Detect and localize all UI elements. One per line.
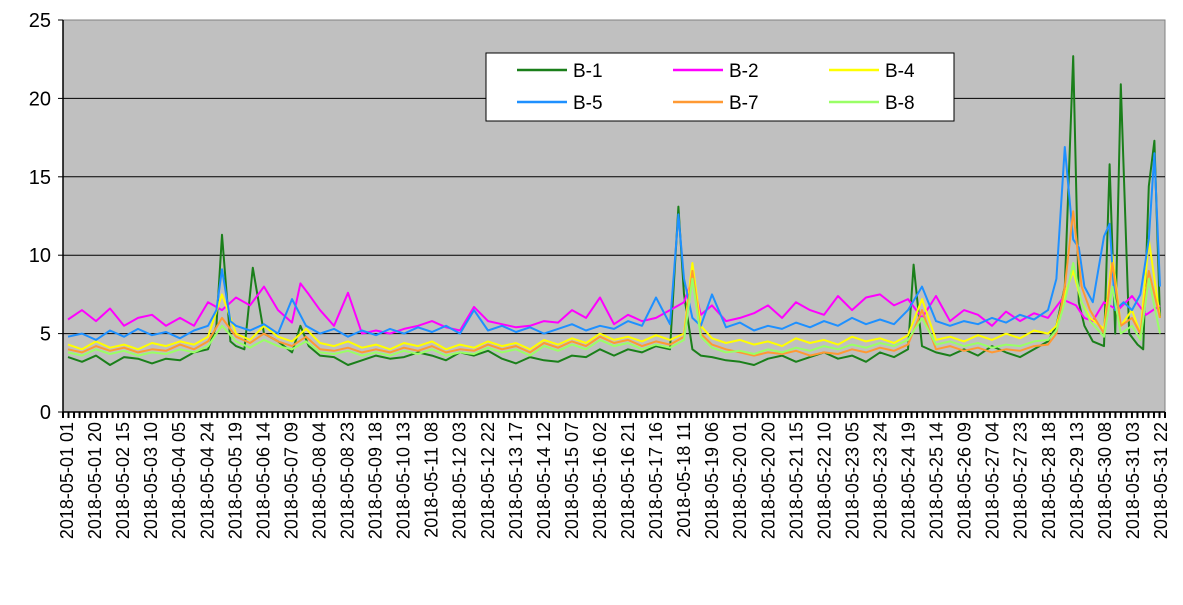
x-tick-label: 2018-05-26 09 [955, 422, 975, 539]
y-tick-label: 20 [29, 88, 51, 110]
legend-label-B-2: B-2 [729, 61, 759, 82]
x-tick-label: 2018-05-12 22 [478, 422, 498, 539]
x-tick-label: 2018-05-04 05 [169, 422, 189, 539]
x-tick-label: 2018-05-24 19 [899, 422, 919, 539]
y-tick-labels: 0 5 10 15 20 25 [29, 10, 51, 424]
x-tick-label: 2018-05-23 05 [842, 422, 862, 539]
x-tick-label: 2018-05-19 06 [702, 422, 722, 539]
series-line-B-1 [67, 55, 1161, 366]
x-tick-label: 2018-05-07 09 [281, 422, 301, 539]
y-tick-label: 0 [40, 402, 51, 424]
x-tick-label: 2018-05-31 22 [1151, 422, 1171, 539]
legend-label-B-1: B-1 [573, 61, 603, 82]
y-tick-label: 15 [29, 167, 51, 189]
legend-label-B-5: B-5 [573, 93, 603, 114]
x-tick-label: 2018-05-27 23 [1011, 422, 1031, 539]
x-tick-label: 2018-05-10 13 [394, 422, 414, 539]
x-tick-label: 2018-05-20 01 [730, 422, 750, 539]
x-tick-label: 2018-05-13 17 [506, 422, 526, 539]
x-tick-label: 2018-05-21 15 [786, 422, 806, 539]
x-tick-label: 2018-05-05 19 [225, 422, 245, 539]
x-tick-label: 2018-05-04 24 [197, 422, 217, 539]
x-tick-label: 2018-05-23 24 [871, 422, 891, 539]
x-tick-label: 2018-05-01 20 [85, 422, 105, 539]
legend: B-1 B-2 B-4 B-5 B-7 B-8 [485, 52, 955, 122]
y-tick-label: 5 [40, 324, 51, 346]
x-tick-label: 2018-05-03 10 [141, 422, 161, 539]
x-tick-label: 2018-05-22 10 [814, 422, 834, 539]
series-line-B-8 [67, 262, 1161, 357]
x-tick-label: 2018-05-06 14 [253, 422, 273, 539]
legend-box [485, 52, 955, 122]
y-tick-label: 25 [29, 10, 51, 32]
x-tick-label: 2018-05-01 01 [57, 422, 77, 539]
x-tick-label: 2018-05-16 21 [618, 422, 638, 539]
series-line-B-4 [67, 238, 1161, 351]
x-tick-label: 2018-05-28 18 [1039, 422, 1059, 539]
x-tick-label: 2018-05-27 04 [983, 422, 1003, 539]
x-tick-label: 2018-05-17 16 [646, 422, 666, 539]
series-line-B-5 [67, 146, 1161, 341]
x-tick-label: 2018-05-31 03 [1123, 422, 1143, 539]
legend-label-B-8: B-8 [885, 93, 915, 114]
x-tick-label: 2018-05-14 12 [534, 422, 554, 539]
axes [58, 19, 1166, 418]
x-tick-label: 2018-05-29 13 [1067, 422, 1087, 539]
x-tick-label: 2018-05-15 07 [562, 422, 582, 539]
x-tick-label: 2018-05-02 15 [113, 422, 133, 539]
series-line-B-7 [67, 210, 1161, 357]
y-tick-label: 10 [29, 245, 51, 267]
series-lines [67, 55, 1161, 366]
x-tick-label: 2018-05-08 23 [338, 422, 358, 539]
legend-label-B-4: B-4 [885, 61, 915, 82]
x-tick-label: 2018-05-25 14 [927, 422, 947, 539]
x-tick-label: 2018-05-09 18 [366, 422, 386, 539]
x-tick-label: 2018-05-16 02 [590, 422, 610, 539]
x-tick-label: 2018-05-12 03 [450, 422, 470, 539]
legend-label-B-7: B-7 [729, 93, 759, 114]
x-tick-label: 2018-05-30 08 [1095, 422, 1115, 539]
x-tick-label: 2018-05-18 11 [674, 422, 694, 538]
x-tick-label: 2018-05-20 20 [758, 422, 778, 539]
x-tick-label: 2018-05-11 08 [422, 422, 442, 538]
x-tick-label: 2018-05-08 04 [310, 422, 330, 539]
x-tick-labels: 2018-05-01 01 2018-05-01 20 2018-05-02 15 2… [57, 422, 1171, 539]
